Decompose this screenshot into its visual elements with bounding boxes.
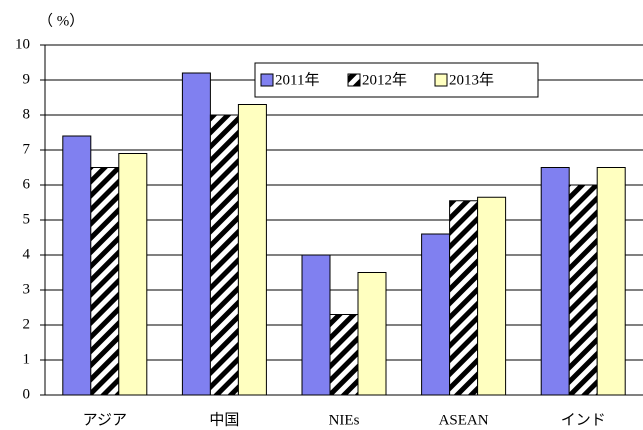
legend-swatch [260, 73, 274, 87]
bar [421, 233, 451, 396]
y-tick-label: 8 [23, 106, 31, 122]
bar [90, 167, 120, 396]
bar [118, 153, 148, 396]
x-tick-label: NIEs [329, 412, 360, 428]
y-tick-label: 1 [23, 351, 31, 367]
y-tick-label: 3 [23, 281, 31, 297]
legend-label: 2013年 [449, 71, 494, 88]
legend-swatch [347, 73, 361, 87]
y-tick-label: 2 [23, 316, 31, 332]
y-tick-label: 9 [23, 71, 31, 87]
bar [301, 254, 331, 396]
legend-box [254, 62, 539, 98]
y-tick-label: 4 [23, 246, 31, 262]
bar [540, 167, 570, 396]
bar [449, 200, 479, 396]
bar [181, 72, 211, 396]
x-tick-label: インド [561, 412, 606, 428]
y-tick-label: 7 [23, 141, 31, 157]
bar [209, 114, 239, 396]
bar [237, 104, 267, 396]
legend-label: 2011年 [275, 71, 319, 88]
x-tick-label: ASEAN [439, 412, 489, 428]
y-tick-label: 6 [23, 176, 31, 192]
bar [62, 135, 92, 396]
bar [568, 184, 598, 396]
legend-label: 2012年 [362, 71, 407, 88]
x-tick-label: アジア [83, 412, 127, 428]
y-tick-label: 10 [15, 36, 30, 52]
bar [329, 314, 359, 396]
bar [357, 272, 387, 396]
bar [477, 196, 507, 396]
y-axis-label: （ %） [38, 12, 84, 29]
x-tick-label: 中国 [209, 411, 239, 428]
legend-swatch [434, 73, 448, 87]
bar [596, 167, 626, 396]
y-tick-label: 0 [23, 386, 31, 402]
y-tick-label: 5 [23, 211, 31, 227]
